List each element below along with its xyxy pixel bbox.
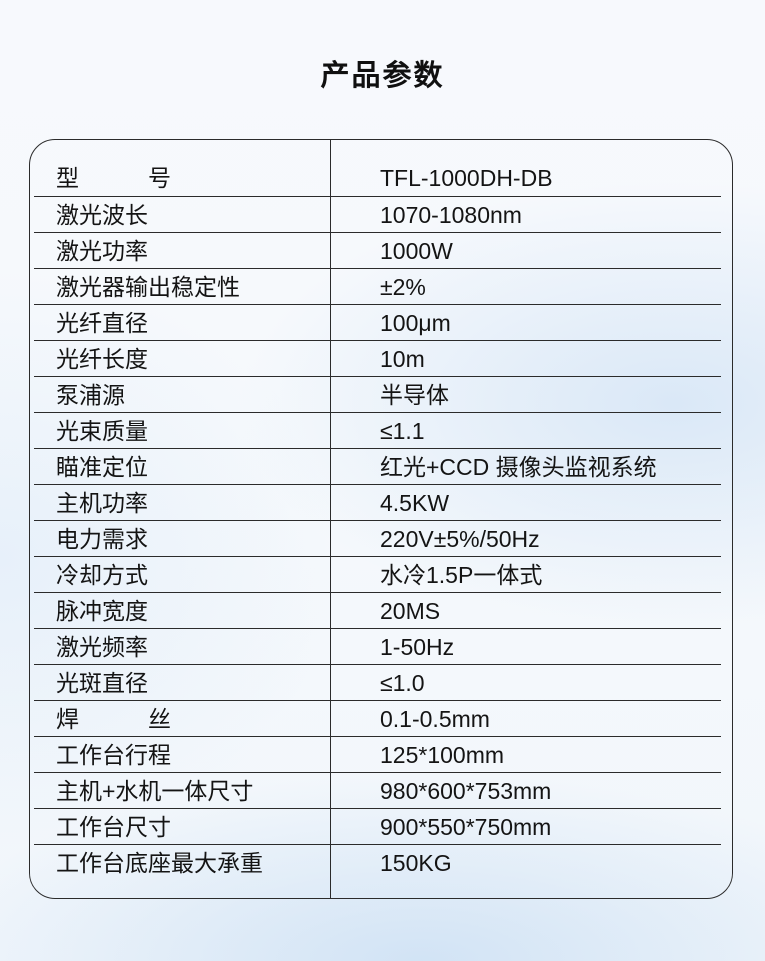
spec-value: 20MS — [380, 597, 441, 624]
table-row: 主机功率 4.5KW — [30, 485, 732, 521]
spec-value: 980*600*753mm — [380, 777, 552, 804]
spec-label: 光束质量 — [56, 417, 148, 444]
table-row: 激光功率 1000W — [30, 233, 732, 269]
spec-label: 电力需求 — [56, 525, 148, 552]
spec-value: ≤1.0 — [380, 669, 425, 696]
spec-value: 10m — [380, 345, 425, 372]
spec-value: ±2% — [380, 273, 426, 300]
spec-value: 红光+CCD 摄像头监视系统 — [380, 453, 657, 480]
spec-value: 150KG — [380, 850, 452, 876]
spec-label: 工作台尺寸 — [56, 813, 171, 840]
spec-value: 4.5KW — [380, 489, 450, 516]
spec-label: 光斑直径 — [56, 669, 148, 696]
table-row: 光纤直径 100μm — [30, 305, 732, 341]
spec-value: 半导体 — [380, 381, 449, 408]
spec-label: 激光器输出稳定性 — [56, 273, 240, 300]
spec-label: 光纤直径 — [56, 309, 148, 336]
table-row: 瞄准定位 红光+CCD 摄像头监视系统 — [30, 449, 732, 485]
spec-label: 主机功率 — [56, 489, 148, 516]
spec-value: 1000W — [380, 237, 453, 264]
spec-label: 激光波长 — [56, 201, 148, 228]
table-row: 光纤长度 10m — [30, 341, 732, 377]
spec-label: 激光功率 — [56, 237, 148, 264]
spec-value: 100μm — [380, 309, 451, 336]
spec-label: 主机+水机一体尺寸 — [56, 777, 254, 804]
spec-value: 0.1-0.5mm — [380, 705, 490, 732]
table-row: 工作台底座最大承重 150KG — [30, 845, 732, 898]
column-divider — [329, 140, 331, 898]
spec-label: 光纤长度 — [56, 345, 148, 372]
table-row: 焊 丝 0.1-0.5mm — [30, 701, 732, 737]
spec-label: 工作台底座最大承重 — [56, 850, 263, 876]
spec-table: 型 号 TFL-1000DH-DB 激光波长 1070-1080nm 激光功率 … — [29, 139, 733, 899]
page-title: 产品参数 — [320, 60, 445, 92]
spec-rows: 型 号 TFL-1000DH-DB 激光波长 1070-1080nm 激光功率 … — [30, 140, 732, 898]
table-row: 激光波长 1070-1080nm — [30, 197, 732, 233]
spec-label: 焊 丝 — [56, 705, 171, 732]
table-row: 激光频率 1-50Hz — [30, 629, 732, 665]
table-row: 光斑直径 ≤1.0 — [30, 665, 732, 701]
spec-value: 1-50Hz — [380, 633, 455, 660]
table-row: 工作台尺寸 900*550*750mm — [30, 809, 732, 845]
table-row: 主机+水机一体尺寸 980*600*753mm — [30, 773, 732, 809]
spec-label: 瞄准定位 — [56, 453, 148, 480]
table-row: 型 号 TFL-1000DH-DB — [30, 140, 732, 197]
spec-value: 220V±5%/50Hz — [380, 525, 540, 552]
spec-label: 型 号 — [56, 164, 171, 191]
spec-label: 冷却方式 — [56, 561, 148, 588]
spec-label: 泵浦源 — [56, 381, 125, 408]
table-row: 光束质量 ≤1.1 — [30, 413, 732, 449]
spec-value: 125*100mm — [380, 741, 505, 768]
table-row: 工作台行程 125*100mm — [30, 737, 732, 773]
spec-value: 1070-1080nm — [380, 201, 522, 228]
spec-value: ≤1.1 — [380, 417, 425, 444]
spec-value: TFL-1000DH-DB — [380, 164, 553, 191]
table-row: 电力需求 220V±5%/50Hz — [30, 521, 732, 557]
table-row: 激光器输出稳定性 ±2% — [30, 269, 732, 305]
spec-label: 激光频率 — [56, 633, 148, 660]
spec-value: 水冷1.5P一体式 — [380, 561, 543, 588]
table-row: 冷却方式 水冷1.5P一体式 — [30, 557, 732, 593]
spec-label: 脉冲宽度 — [56, 597, 148, 624]
spec-value: 900*550*750mm — [380, 813, 552, 840]
table-row: 泵浦源 半导体 — [30, 377, 732, 413]
table-row: 脉冲宽度 20MS — [30, 593, 732, 629]
spec-label: 工作台行程 — [56, 741, 171, 768]
